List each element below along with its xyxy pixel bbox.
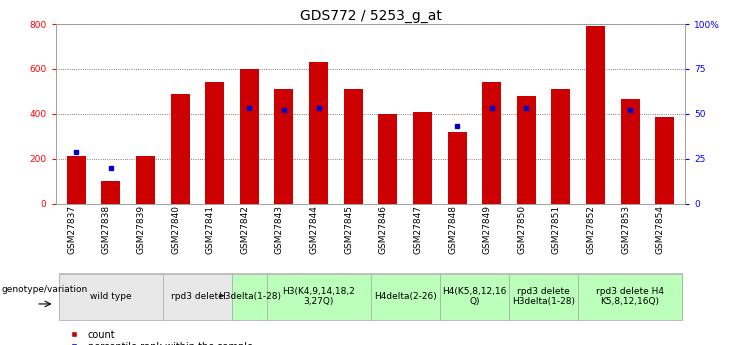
Bar [516,96,536,204]
Text: GSM27841: GSM27841 [206,205,215,254]
Text: GSM27849: GSM27849 [482,205,491,254]
FancyBboxPatch shape [578,274,682,320]
Text: GSM27839: GSM27839 [136,205,145,254]
Text: H4(K5,8,12,16
Q): H4(K5,8,12,16 Q) [442,287,507,306]
FancyBboxPatch shape [232,274,267,320]
Bar [482,82,501,204]
Text: GSM27844: GSM27844 [310,205,319,254]
Text: GSM27853: GSM27853 [621,205,630,254]
Bar [448,132,467,204]
Legend: count, percentile rank within the sample: count, percentile rank within the sample [61,326,256,345]
Text: rpd3 delete: rpd3 delete [171,292,224,301]
Text: genotype/variation: genotype/variation [1,285,87,294]
Text: GSM27851: GSM27851 [552,205,561,254]
Bar [170,94,190,204]
Text: GSM27845: GSM27845 [345,205,353,254]
Text: H3delta(1-28): H3delta(1-28) [218,292,281,301]
Bar [67,157,86,204]
Bar [551,89,571,204]
Bar [620,99,639,204]
FancyBboxPatch shape [439,274,509,320]
Text: GSM27848: GSM27848 [448,205,457,254]
Bar [344,89,362,204]
FancyBboxPatch shape [267,274,370,320]
FancyBboxPatch shape [370,274,439,320]
Text: wild type: wild type [90,292,132,301]
FancyBboxPatch shape [59,274,163,320]
Bar [379,114,397,204]
Text: GSM27852: GSM27852 [586,205,596,254]
Bar [274,89,293,204]
Bar [586,27,605,204]
Bar [413,112,432,204]
Bar [655,117,674,204]
Text: H4delta(2-26): H4delta(2-26) [373,292,436,301]
Text: GSM27847: GSM27847 [413,205,422,254]
Bar [136,157,155,204]
Text: rpd3 delete H4
K5,8,12,16Q): rpd3 delete H4 K5,8,12,16Q) [596,287,664,306]
Text: rpd3 delete
H3delta(1-28): rpd3 delete H3delta(1-28) [512,287,575,306]
Text: GSM27846: GSM27846 [379,205,388,254]
Text: GSM27837: GSM27837 [67,205,76,254]
Bar [205,82,225,204]
Text: GSM27854: GSM27854 [656,205,665,254]
Text: GSM27838: GSM27838 [102,205,111,254]
Title: GDS772 / 5253_g_at: GDS772 / 5253_g_at [299,9,442,23]
Text: GSM27842: GSM27842 [240,205,250,254]
Text: GSM27840: GSM27840 [171,205,180,254]
Bar [102,181,121,204]
FancyBboxPatch shape [509,274,578,320]
Bar [240,69,259,204]
Text: H3(K4,9,14,18,2
3,27Q): H3(K4,9,14,18,2 3,27Q) [282,287,355,306]
Text: GSM27850: GSM27850 [517,205,526,254]
Text: GSM27843: GSM27843 [275,205,284,254]
FancyBboxPatch shape [59,273,682,321]
Bar [309,62,328,204]
FancyBboxPatch shape [163,274,232,320]
